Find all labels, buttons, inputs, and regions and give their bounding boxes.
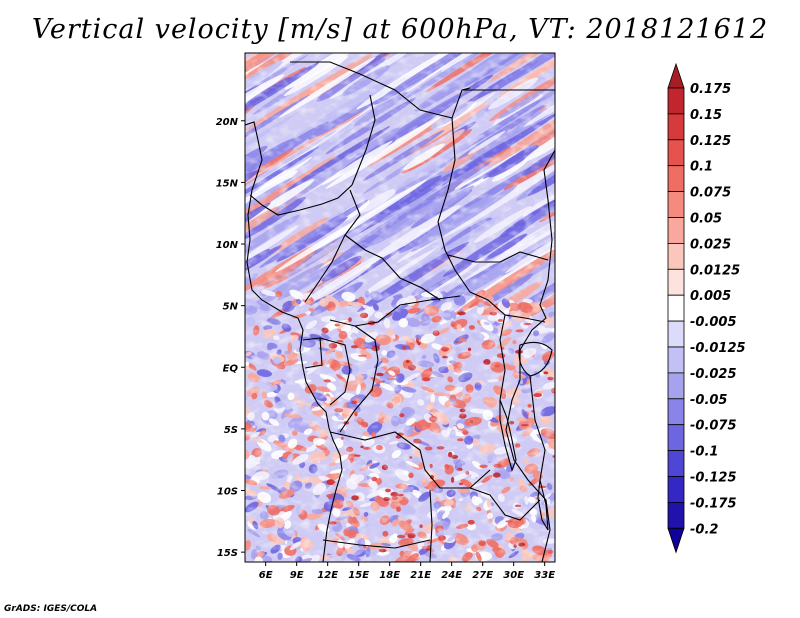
colorbar-swatch [667,372,685,400]
lon-tick-label: 21E [410,570,431,581]
colorbar-label: 0.125 [690,134,731,149]
colorbar-swatch [667,346,685,374]
colorbar: 0.175 0.15 0.125 0.1 0.075 0.05 0.025 0.0125 0.0… [667,62,746,554]
colorbar-label: 0.075 [690,186,731,201]
lon-tick-label: 9E [290,570,304,581]
colorbar-label: -0.1 [690,445,718,460]
colorbar-swatch [667,527,685,554]
border-nigeria-cameroon [249,194,301,216]
grads-credit: GrADS: IGES/COLA [4,604,98,614]
lon-tick-label: 15E [348,570,369,581]
colorbar-swatch [667,217,685,244]
lon-tick-label: 12E [317,570,338,581]
lon-tick-label: 33E [534,570,555,581]
colorbar-label: -0.005 [690,315,737,330]
colorbar-swatch [667,87,685,115]
lon-tick-label: 6E [259,570,273,581]
border-zambia-east [469,487,541,521]
border-car-drc [329,295,461,327]
colorbar-label: 0.15 [690,108,722,123]
border-angola-south [322,539,431,549]
colorbar-label: 0.0125 [690,263,740,278]
colorbar-label: -0.175 [690,496,737,511]
colorbar-label: 0.05 [690,212,722,227]
border-libya-chad [299,94,376,211]
colorbar-swatch [667,450,685,477]
colorbar-swatch [667,501,685,529]
coastline-east [505,149,555,562]
colorbar-swatch [667,294,685,322]
colorbar-label: -0.0125 [690,341,746,356]
lat-tick-label: 5S [224,425,238,436]
colorbar-label: -0.025 [690,367,737,382]
colorbar-swatch [667,424,685,452]
lat-tick-label: 10S [217,487,238,498]
lon-tick-label: 18E [379,570,400,581]
border-chad-sudan [437,117,471,293]
border-congo [319,337,351,406]
lake-malawi [537,479,549,531]
colorbar-swatch [667,165,685,192]
border-car-north [344,234,441,301]
lat-tick-label: EQ [223,363,239,374]
border-drc-west [339,325,379,433]
lat-tick-label: 10N [216,240,239,251]
colorbar-label: -0.05 [690,393,727,408]
colorbar-label: 0.175 [690,82,731,97]
border-zambia [429,489,433,562]
lake-tanganyika [499,399,517,472]
lat-tick-label: 15S [217,548,238,559]
lat-tick-label: 15N [216,178,239,189]
border-tanzania [529,375,546,481]
map-frame [244,52,556,563]
coastline-west [245,121,343,562]
lat-tick-label: 5N [223,302,239,313]
colorbar-swatch [667,191,685,218]
lon-tick-label: 27E [472,570,493,581]
lake-victoria [518,341,553,377]
colorbar-swatch [667,139,685,167]
lon-tick-label: 30E [503,570,524,581]
field-texture [245,53,555,562]
lon-tick-label: 24E [441,570,462,581]
colorbar-label: -0.2 [690,522,718,537]
border-drc-east [499,314,506,401]
colorbar-label: 0.005 [690,289,731,304]
colorbar-swatch [667,268,685,296]
map-axes: 6E 9E 12E 15E 18E 21E 24E 27E 30E 33E 20N 15N 10N 5N E… [216,117,556,581]
lat-tick-label: 20N [216,117,239,128]
colorbar-label: 0.025 [690,237,731,252]
colorbar-swatch [667,242,685,270]
colorbar-label: 0.1 [690,160,713,175]
colorbar-swatch [667,476,685,503]
border-niger-chad [304,189,361,303]
colorbar-swatch [667,320,685,348]
colorbar-label: -0.125 [690,471,737,486]
border-gabon [302,337,323,369]
border-south-sudan [447,251,549,263]
map-title: Vertical velocity [m/s] at 600hPa, VT: 2… [31,14,769,45]
colorbar-swatch [667,62,685,89]
colorbar-swatch [667,113,685,141]
border-drc-angola [329,431,491,489]
border-libya-north [290,61,471,119]
country-borders [245,61,555,562]
colorbar-label: -0.075 [690,419,737,434]
colorbar-swatch [667,398,685,426]
